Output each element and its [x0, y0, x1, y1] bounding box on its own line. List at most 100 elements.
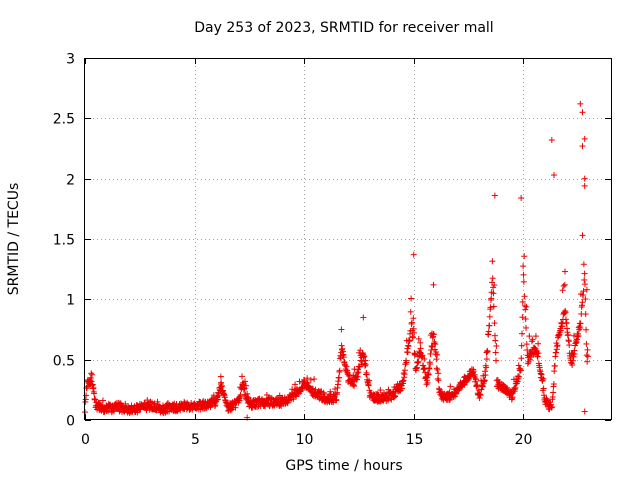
data-point	[573, 336, 580, 343]
data-point	[581, 281, 588, 288]
data-point	[110, 408, 117, 415]
data-point	[338, 326, 345, 333]
data-point	[361, 362, 368, 369]
data-point	[237, 393, 244, 400]
x-tick-label: 20	[515, 432, 533, 448]
data-point	[355, 369, 362, 376]
data-point	[241, 385, 248, 392]
data-point	[424, 379, 431, 386]
data-point	[409, 334, 416, 341]
data-point	[354, 373, 361, 380]
data-point	[583, 286, 590, 293]
data-point	[377, 387, 384, 394]
data-point	[579, 299, 586, 306]
data-point	[520, 271, 527, 278]
data-point	[170, 402, 177, 409]
data-point	[563, 319, 570, 326]
data-point	[401, 367, 408, 374]
data-point	[491, 192, 498, 199]
data-point	[483, 364, 490, 371]
data-point	[534, 353, 541, 360]
data-point	[532, 333, 539, 340]
data-point	[241, 378, 248, 385]
data-point	[515, 362, 522, 369]
data-point	[470, 368, 477, 375]
data-point	[493, 357, 500, 364]
data-point	[549, 404, 556, 411]
data-point	[91, 390, 98, 397]
data-point	[336, 374, 343, 381]
data-point	[477, 392, 484, 399]
y-tick-label: 1.5	[53, 233, 75, 249]
data-point	[336, 367, 343, 374]
data-point	[134, 409, 141, 416]
data-point	[484, 348, 491, 355]
data-point	[581, 270, 588, 277]
data-point	[582, 311, 589, 318]
data-point	[491, 320, 498, 327]
data-point	[557, 327, 564, 334]
data-point	[435, 377, 442, 384]
data-point	[483, 356, 490, 363]
data-point	[579, 143, 586, 150]
data-point	[518, 342, 525, 349]
data-point	[517, 367, 524, 374]
data-point	[571, 350, 578, 357]
data-point	[490, 290, 497, 297]
data-point	[548, 137, 555, 144]
data-point	[579, 232, 586, 239]
data-point	[519, 298, 526, 305]
data-point	[407, 308, 414, 315]
data-point	[426, 365, 433, 372]
data-point	[422, 369, 429, 376]
data-point	[569, 357, 576, 364]
x-axis-label: GPS time / hours	[285, 458, 402, 474]
data-point	[519, 330, 526, 337]
data-point	[516, 373, 523, 380]
data-point	[486, 313, 493, 320]
data-point	[569, 361, 576, 368]
y-tick-label: 0	[66, 414, 75, 430]
data-point	[357, 347, 364, 354]
data-point	[522, 306, 529, 313]
data-point	[414, 359, 421, 366]
data-point	[551, 368, 558, 375]
data-point	[430, 281, 437, 288]
data-point	[492, 337, 499, 344]
data-point	[518, 194, 525, 201]
data-point	[471, 371, 478, 378]
data-point	[488, 295, 495, 302]
data-point	[559, 287, 566, 294]
data-point	[433, 356, 440, 363]
data-point	[559, 323, 566, 330]
data-point	[529, 336, 536, 343]
data-point	[218, 382, 225, 389]
data-point	[411, 329, 418, 336]
data-point	[581, 276, 588, 283]
data-point	[577, 320, 584, 327]
data-point	[214, 396, 221, 403]
data-point	[429, 343, 436, 350]
data-point	[432, 341, 439, 348]
data-point	[560, 282, 567, 289]
data-point	[413, 364, 420, 371]
data-point	[417, 339, 424, 346]
data-point	[404, 349, 411, 356]
data-point	[581, 182, 588, 189]
data-point	[340, 354, 347, 361]
data-point	[434, 375, 441, 382]
data-point	[327, 388, 334, 395]
y-tick-label: 1	[66, 293, 75, 309]
data-point	[408, 319, 415, 326]
data-point	[486, 322, 493, 329]
data-point	[487, 304, 494, 311]
data-point	[523, 341, 530, 348]
data-point	[296, 378, 303, 385]
data-point	[550, 381, 557, 388]
data-point	[550, 389, 557, 396]
data-point	[579, 109, 586, 116]
data-point	[581, 175, 588, 182]
data-point	[562, 309, 569, 316]
data-point	[254, 403, 261, 410]
